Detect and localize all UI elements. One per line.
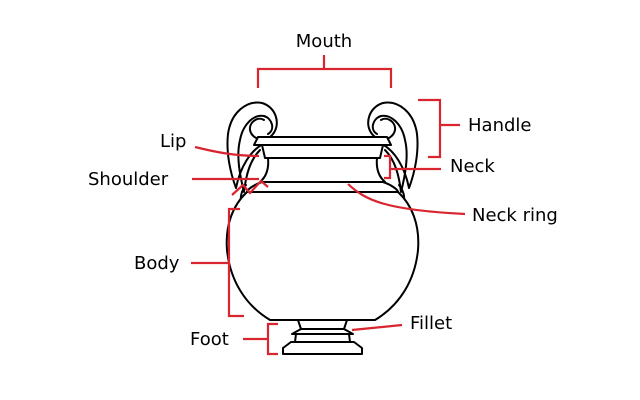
- vase-foot-stem: [294, 333, 351, 343]
- lip-leader: [194, 145, 260, 158]
- label-body: Body: [134, 253, 180, 274]
- vase-neck: [259, 157, 386, 183]
- label-shoulder: Shoulder: [88, 169, 169, 190]
- vase-lip-band: [261, 144, 384, 159]
- vase-body: [225, 191, 420, 321]
- shoulder-leader: [192, 177, 269, 196]
- body-bracket: [191, 207, 244, 318]
- vase-neck-ring-shape: [246, 181, 399, 193]
- vase-lip: [253, 136, 392, 146]
- foot-bracket: [243, 322, 278, 356]
- label-neck-ring: Neck ring: [472, 205, 558, 226]
- label-fillet: Fillet: [410, 313, 452, 334]
- leader-lines: [191, 55, 466, 356]
- vase-fillet: [297, 319, 348, 330]
- mouth-bracket: [256, 55, 393, 88]
- vase-foot-base: [282, 341, 363, 355]
- neck-ring-leader: [347, 183, 466, 216]
- vase-foot-upper: [291, 328, 354, 335]
- label-foot: Foot: [190, 329, 229, 350]
- label-mouth: Mouth: [296, 31, 352, 52]
- handle-bracket: [418, 98, 460, 159]
- label-handle: Handle: [468, 115, 531, 136]
- fillet-leader: [351, 323, 403, 332]
- label-neck: Neck: [450, 156, 495, 177]
- neck-leader: [384, 154, 441, 180]
- vase-drawing: [225, 101, 420, 355]
- label-lip: Lip: [160, 131, 186, 152]
- part-labels: Mouth Handle Lip Neck Shoulder Neck ring…: [88, 31, 558, 350]
